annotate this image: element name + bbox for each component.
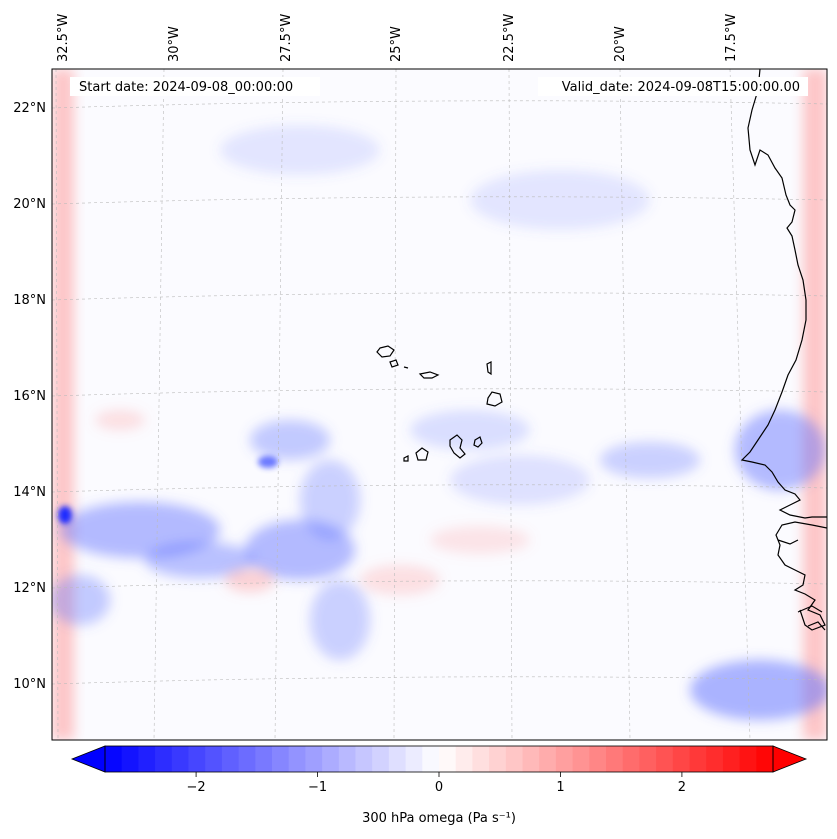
colorbar-tick-label: 0	[435, 780, 443, 795]
colorbar-segment	[606, 746, 624, 772]
colorbar-segment	[355, 746, 373, 772]
colorbar: −2 −1 0 1 2 300 hPa omega (Pa s⁻¹)	[70, 745, 808, 826]
colorbar-segment	[405, 746, 423, 772]
lat-label: 16°N	[13, 389, 46, 404]
colorbar-segment	[288, 746, 306, 772]
colorbar-segment	[422, 746, 440, 772]
colorbar-segment	[522, 746, 540, 772]
colorbar-segment	[188, 746, 206, 772]
island-fogo	[415, 447, 429, 461]
island-boa-vista	[486, 391, 503, 407]
lat-label: 18°N	[13, 293, 46, 308]
island-sal	[486, 361, 492, 376]
colorbar-segment	[322, 746, 340, 772]
colorbar-segment	[105, 746, 123, 772]
map-panel: Start date: 2024-09-08_00:00:00 Valid_da…	[51, 68, 828, 741]
start-date-box	[70, 77, 320, 96]
colorbar-segment	[305, 746, 323, 772]
cape-verde-islands	[376, 345, 503, 462]
colorbar-segment	[622, 746, 640, 772]
colorbar-segment	[205, 746, 223, 772]
lat-label: 14°N	[13, 485, 46, 500]
valid-date-box	[538, 77, 808, 96]
colorbar-tick-label: −2	[187, 780, 206, 795]
island-maio	[473, 436, 483, 448]
colorbar-segment	[739, 746, 757, 772]
map-frame	[51, 68, 828, 741]
colorbar-extend-max	[772, 745, 808, 773]
island-santa-luzia	[403, 366, 409, 369]
colorbar-ticks: −2 −1 0 1 2	[187, 772, 686, 795]
colorbar-segment	[338, 746, 356, 772]
colorbar-segment	[439, 746, 457, 772]
lat-label: 22°N	[13, 101, 46, 116]
colorbar-segment	[706, 746, 724, 772]
colorbar-tick-label: −1	[308, 780, 327, 795]
lat-label: 12°N	[13, 581, 46, 596]
strong-descent-spot	[58, 506, 72, 524]
colorbar-segment	[472, 746, 490, 772]
colorbar-tick-label: 1	[556, 780, 564, 795]
lon-label: 25°W	[389, 26, 404, 62]
lon-label: 30°W	[167, 26, 182, 62]
colorbar-segment	[221, 746, 240, 772]
graticule	[52, 69, 827, 740]
lon-label: 32.5°W	[56, 14, 71, 62]
colorbar-segment	[171, 746, 189, 772]
lon-label: 27.5°W	[279, 14, 294, 62]
descent-patches	[52, 125, 827, 720]
colorbar-segment	[455, 746, 473, 772]
island-brava	[403, 455, 409, 462]
colorbar-label: 300 hPa omega (Pa s⁻¹)	[362, 811, 516, 826]
lon-label: 22.5°W	[502, 14, 517, 62]
colorbar-segment	[656, 746, 674, 772]
colorbar-segment	[388, 746, 407, 772]
colorbar-segment	[489, 746, 507, 772]
colorbar-segment	[138, 746, 156, 772]
colorbar-segment	[555, 746, 574, 772]
map-background	[52, 69, 827, 740]
island-sao-nicolau	[418, 371, 440, 379]
colorbar-tick-label: 2	[678, 780, 686, 795]
omega-field	[52, 69, 827, 740]
colorbar-segment	[272, 746, 290, 772]
colorbar-extend-min	[70, 745, 106, 773]
lon-label: 20°W	[613, 26, 628, 62]
colorbar-segment	[756, 746, 774, 772]
colorbar-segment	[255, 746, 273, 772]
lon-label: 17.5°W	[724, 14, 739, 62]
colorbar-segment	[155, 746, 173, 772]
colorbar-segments	[105, 746, 774, 772]
colorbar-segment	[505, 746, 523, 772]
colorbar-segment	[372, 746, 390, 772]
island-santiago	[449, 434, 466, 459]
longitude-labels: 32.5°W 30°W 27.5°W 25°W 22.5°W 20°W 17.5…	[56, 14, 739, 62]
colorbar-segment	[722, 746, 741, 772]
latitude-labels: 22°N 20°N 18°N 16°N 14°N 12°N 10°N	[13, 101, 46, 692]
colorbar-segment	[639, 746, 657, 772]
coastline	[740, 69, 827, 631]
colorbar-segment	[589, 746, 607, 772]
east-boundary-ascent-band	[803, 69, 827, 740]
descent-spot	[258, 456, 278, 468]
start-date-label: Start date: 2024-09-08_00:00:00	[79, 80, 293, 95]
west-boundary-ascent-band	[52, 69, 74, 740]
island-sao-vicente	[389, 359, 399, 368]
colorbar-segment	[672, 746, 690, 772]
colorbar-segment	[238, 746, 256, 772]
valid-date-label: Valid_date: 2024-09-08T15:00:00.00	[562, 80, 800, 95]
colorbar-segment	[689, 746, 707, 772]
island-santo-antao	[376, 345, 395, 358]
lat-label: 10°N	[13, 677, 46, 692]
colorbar-segment	[121, 746, 139, 772]
ascent-patches	[95, 410, 530, 595]
colorbar-segment	[539, 746, 557, 772]
lat-label: 20°N	[13, 197, 46, 212]
colorbar-segment	[572, 746, 590, 772]
